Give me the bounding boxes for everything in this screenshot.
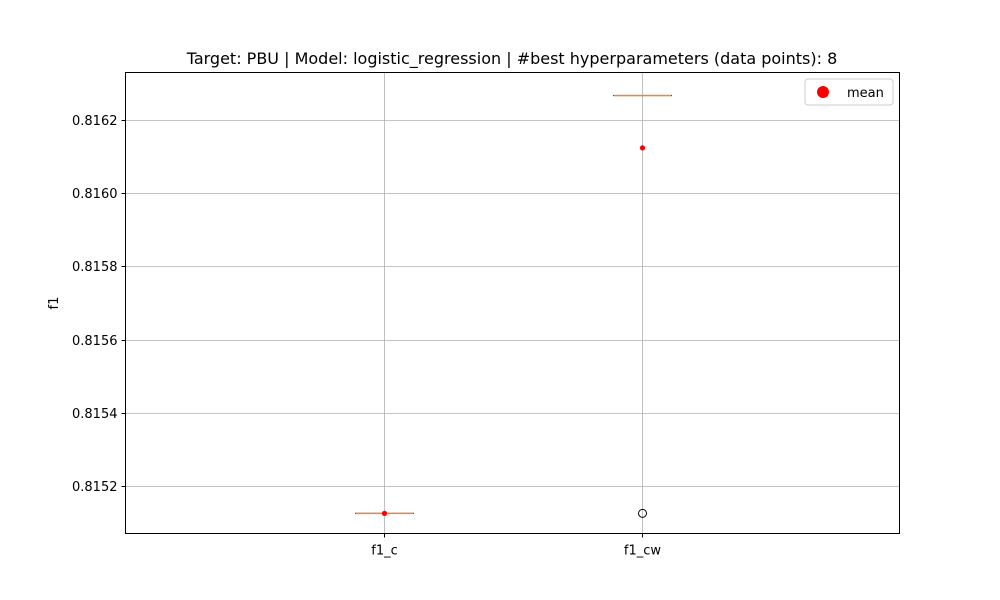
x-tick-label: f1_c bbox=[371, 544, 398, 559]
y-tick-label: 0.8162 bbox=[72, 114, 118, 129]
y-tick-label: 0.8158 bbox=[72, 260, 118, 275]
chart-title: Target: PBU | Model: logistic_regression… bbox=[186, 49, 838, 69]
plot-frame bbox=[125, 72, 900, 534]
y-tick-label: 0.8154 bbox=[72, 407, 118, 422]
y-tick-label: 0.8156 bbox=[72, 334, 118, 349]
y-axis-label: f1 bbox=[47, 297, 62, 310]
legend: mean bbox=[804, 78, 894, 106]
ticks-layer: 0.8152 0.8154 0.8156 0.8158 0.8160 0.8162 f1_c… bbox=[72, 114, 661, 559]
x-tick-label: f1_cw bbox=[624, 544, 661, 559]
legend-mean-label: mean bbox=[847, 86, 884, 101]
legend-mean-marker bbox=[817, 86, 829, 98]
mean-marker-f1_cw bbox=[639, 145, 646, 151]
y-tick-label: 0.8160 bbox=[72, 187, 118, 202]
marks-layer bbox=[355, 94, 672, 518]
outlier-point-f1_cw bbox=[638, 508, 647, 518]
legend-box bbox=[804, 78, 894, 106]
mean-marker-f1_c bbox=[381, 510, 388, 516]
y-tick-label: 0.8152 bbox=[72, 480, 118, 495]
